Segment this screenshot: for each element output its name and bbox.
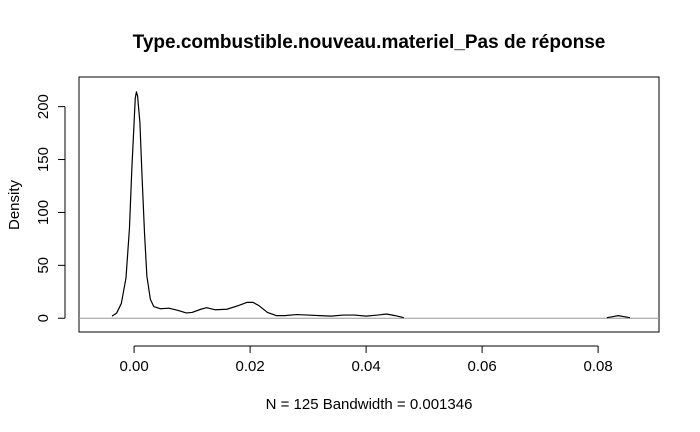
density-series xyxy=(111,91,631,319)
y-tick-label: 0 xyxy=(35,314,52,322)
y-tick-label: 50 xyxy=(35,257,52,274)
y-axis-label: Density xyxy=(6,179,23,230)
y-axis: 0 50 100 150 200 xyxy=(35,94,66,322)
x-tick-label: 0.06 xyxy=(467,358,496,375)
density-curve xyxy=(111,91,404,319)
plot-frame xyxy=(78,76,660,333)
y-tick-label: 150 xyxy=(35,147,52,172)
chart-title: Type.combustible.nouveau.materiel_Pas de… xyxy=(133,32,606,53)
y-tick-label: 100 xyxy=(35,200,52,225)
x-tick-label: 0.08 xyxy=(583,358,612,375)
y-tick-label: 200 xyxy=(35,94,52,119)
x-tick-label: 0.04 xyxy=(351,358,380,375)
density-curve xyxy=(606,315,631,319)
x-axis: 0.00 0.02 0.04 0.06 0.08 xyxy=(119,345,613,375)
x-axis-label: N = 125 Bandwidth = 0.001346 xyxy=(266,396,473,413)
x-tick-label: 0.00 xyxy=(119,358,148,375)
x-tick-label: 0.02 xyxy=(235,358,264,375)
